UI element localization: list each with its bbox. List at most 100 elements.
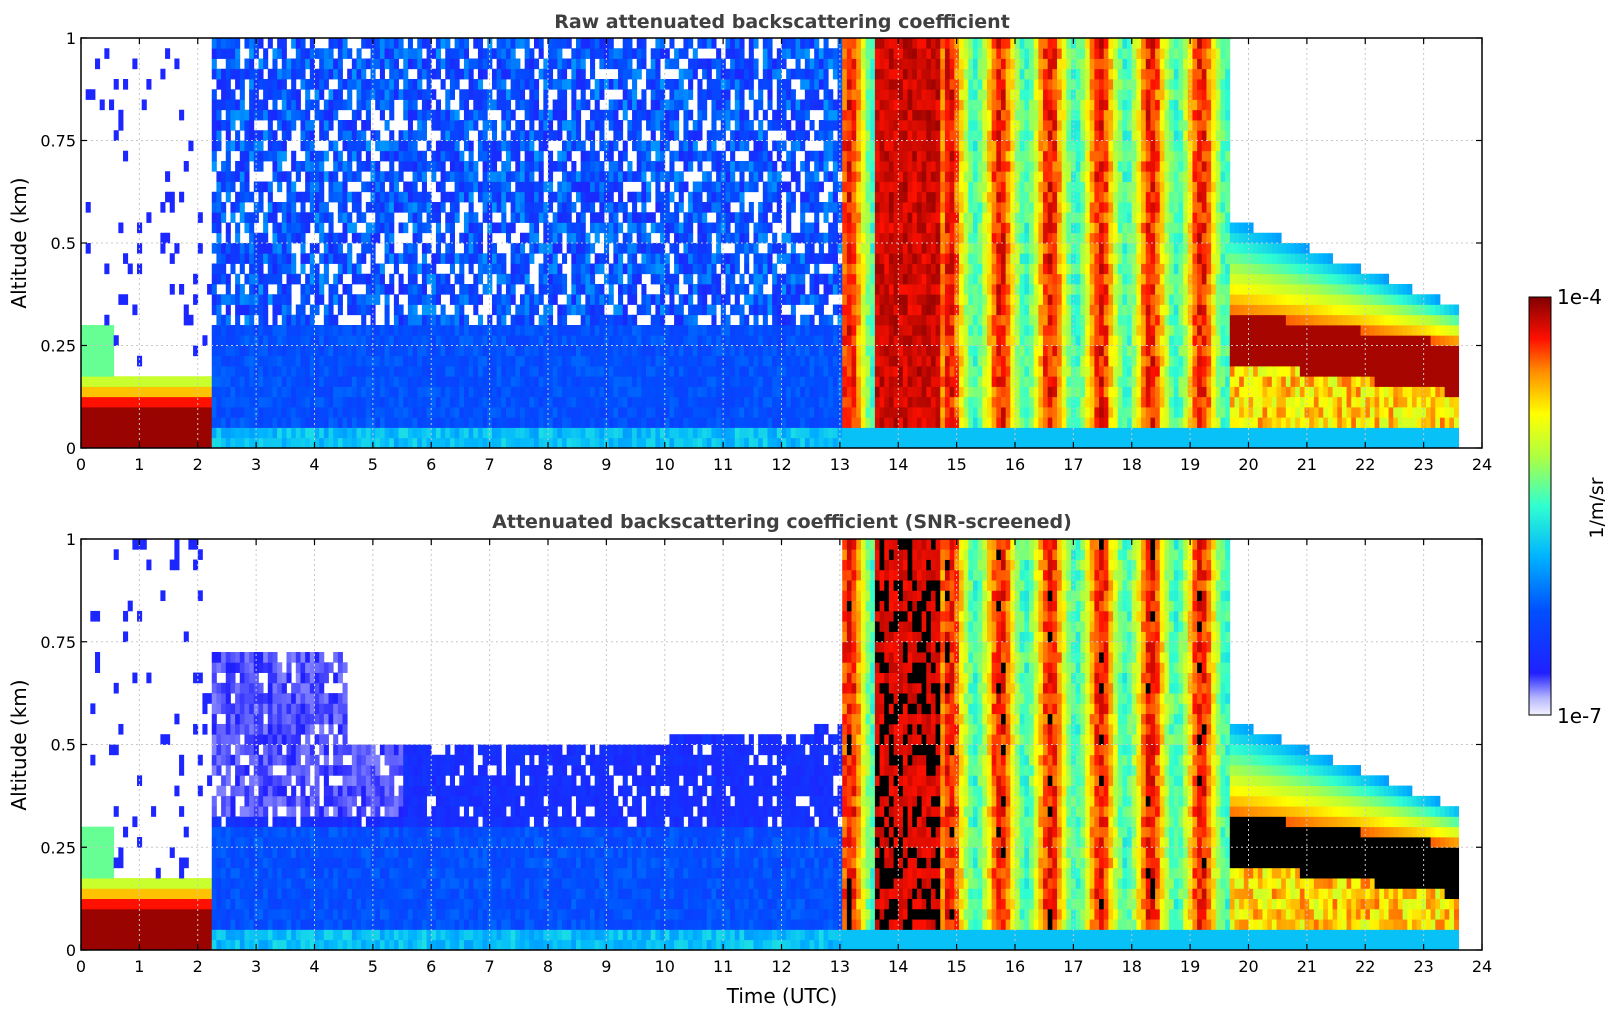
heatmap-cell (533, 437, 540, 449)
heatmap-cell (305, 89, 311, 100)
heatmap-cell (253, 181, 259, 193)
heatmap-cell (851, 325, 857, 336)
heatmap-cell (505, 325, 512, 336)
heatmap-cell (842, 171, 848, 182)
heatmap-cell (585, 150, 591, 162)
heatmap-cell (384, 304, 390, 316)
heatmap-cell (851, 68, 857, 80)
heatmap-cell (267, 202, 273, 213)
heatmap-cell (585, 407, 591, 418)
heatmap-cell (860, 79, 866, 90)
heatmap-cell (646, 417, 652, 428)
heatmap-cell (342, 161, 348, 172)
heatmap-cell (319, 427, 325, 439)
heatmap-cell (389, 222, 395, 234)
heatmap-cell (463, 120, 470, 131)
heatmap-cell (463, 355, 470, 367)
heatmap-cell (496, 304, 502, 316)
heatmap-cell (230, 58, 236, 70)
heatmap-cell (510, 345, 516, 357)
heatmap-cell (632, 263, 638, 275)
heatmap-cell (739, 120, 745, 131)
heatmap-cell (468, 407, 474, 418)
heatmap-cell (342, 48, 348, 59)
heatmap-cell (548, 417, 554, 428)
heatmap-cell (389, 89, 395, 100)
heatmap-cell (566, 417, 572, 428)
heatmap-cell (398, 325, 404, 336)
heatmap-cell (688, 140, 694, 152)
heatmap-cell (183, 386, 189, 398)
heatmap-cell (814, 325, 820, 336)
heatmap-cell (249, 58, 255, 70)
heatmap-cell (552, 386, 558, 398)
heatmap-cell (627, 273, 633, 285)
heatmap-cell (758, 345, 764, 357)
heatmap-cell (202, 396, 208, 408)
heatmap-cell (706, 263, 712, 275)
heatmap-cell (356, 99, 362, 111)
heatmap-cell (393, 386, 399, 398)
heatmap-cell (758, 273, 764, 285)
heatmap-cell (790, 437, 796, 449)
heatmap-cell (277, 243, 283, 254)
heatmap-cell (421, 130, 427, 141)
heatmap-cell (211, 263, 217, 275)
heatmap-cell (828, 150, 834, 162)
heatmap-cell (365, 325, 371, 336)
heatmap-cell (730, 48, 736, 59)
heatmap-cell (781, 407, 787, 418)
heatmap-cell (323, 120, 329, 131)
heatmap-cell (230, 294, 236, 305)
heatmap-cell (641, 325, 647, 336)
heatmap-cell (263, 366, 269, 377)
heatmap-cell (683, 120, 689, 131)
heatmap-cell (379, 284, 385, 295)
heatmap-cell (557, 202, 563, 213)
heatmap-cell (552, 232, 558, 244)
heatmap-cell (781, 417, 787, 428)
heatmap-cell (473, 222, 479, 234)
heatmap-cell (720, 130, 726, 141)
heatmap-cell (809, 202, 815, 213)
heatmap-cell (239, 120, 245, 131)
heatmap-cell (655, 171, 661, 182)
heatmap-cell (566, 294, 572, 305)
heatmap-cell (594, 171, 600, 182)
heatmap-cell (860, 171, 866, 182)
heatmap-cell (473, 89, 479, 100)
heatmap-cell (664, 48, 670, 59)
heatmap-cell (529, 304, 535, 316)
heatmap-cell (706, 89, 712, 100)
heatmap-cell (804, 243, 810, 254)
heatmap-cell (407, 355, 413, 367)
heatmap-cell (618, 68, 624, 80)
heatmap-cell (720, 427, 726, 439)
heatmap-cell (744, 345, 750, 357)
heatmap-cell (795, 253, 801, 264)
heatmap-cell (426, 304, 432, 316)
heatmap-cell (660, 263, 666, 275)
heatmap-cell (692, 437, 698, 449)
heatmap-cell (632, 386, 638, 398)
heatmap-cell (856, 253, 862, 264)
heatmap-cell (697, 58, 703, 70)
heatmap-cell (384, 48, 390, 59)
heatmap-cell (613, 140, 619, 152)
heatmap-cell (772, 109, 778, 121)
heatmap-cell (529, 253, 535, 264)
heatmap-cell (762, 263, 768, 275)
heatmap-cell (235, 79, 241, 90)
heatmap-cell (305, 171, 311, 182)
heatmap-cell (435, 427, 441, 439)
heatmap-cell (576, 130, 582, 141)
heatmap-cell (309, 437, 315, 449)
heatmap-cell (870, 273, 876, 285)
heatmap-cell (132, 58, 138, 70)
heatmap-cell (800, 314, 806, 326)
heatmap-cell (566, 58, 572, 70)
heatmap-cell (384, 294, 390, 305)
heatmap-cell (323, 212, 329, 223)
heatmap-cell (543, 284, 549, 295)
heatmap-cell (776, 376, 782, 387)
